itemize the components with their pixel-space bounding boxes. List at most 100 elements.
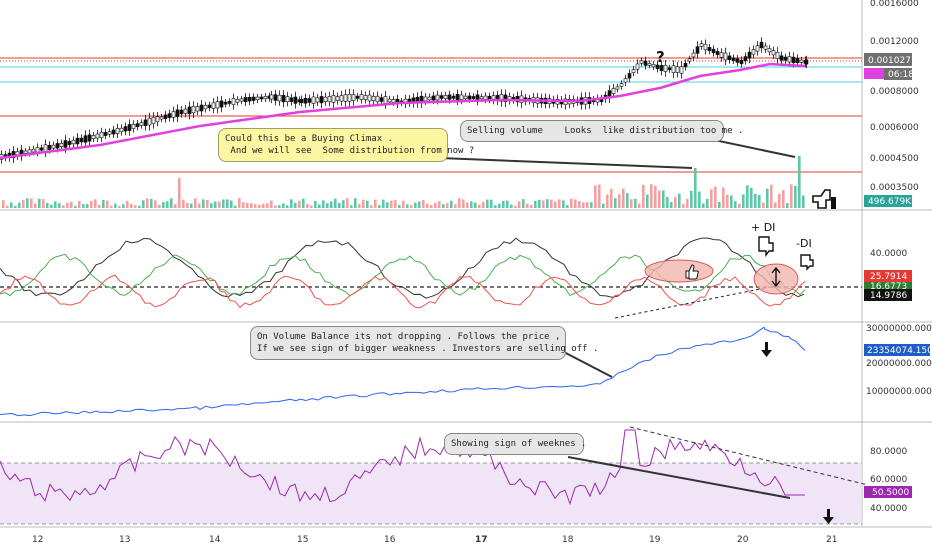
- candle[interactable]: [75, 137, 80, 145]
- volume-bar[interactable]: [82, 204, 85, 208]
- candle[interactable]: [447, 94, 452, 100]
- candle[interactable]: [87, 134, 92, 142]
- candle[interactable]: [187, 106, 192, 115]
- volume-bar[interactable]: [138, 205, 141, 208]
- candle[interactable]: [435, 94, 440, 101]
- volume-bar[interactable]: [410, 205, 413, 208]
- candle[interactable]: [143, 119, 148, 127]
- volume-bar[interactable]: [354, 198, 357, 208]
- candle[interactable]: [127, 124, 132, 131]
- volume-bar[interactable]: [506, 200, 509, 208]
- candle[interactable]: [167, 113, 172, 118]
- volume-bar[interactable]: [150, 198, 153, 208]
- volume-bar[interactable]: [358, 203, 361, 208]
- candle[interactable]: [679, 66, 684, 74]
- volume-bar[interactable]: [90, 200, 93, 208]
- volume-bar[interactable]: [154, 200, 157, 208]
- candle[interactable]: [655, 64, 660, 69]
- adx-line[interactable]: [0, 237, 805, 299]
- volume-bar[interactable]: [314, 200, 317, 208]
- volume-bar[interactable]: [346, 198, 349, 208]
- candle[interactable]: [775, 51, 780, 59]
- candle[interactable]: [111, 129, 116, 135]
- volume-bar[interactable]: [182, 199, 185, 208]
- volume-bar[interactable]: [802, 195, 805, 208]
- candle[interactable]: [195, 106, 200, 112]
- volume-bar[interactable]: [466, 202, 469, 208]
- candle[interactable]: [804, 59, 809, 65]
- candle[interactable]: [203, 105, 208, 110]
- volume-bar[interactable]: [414, 202, 417, 208]
- candle[interactable]: [289, 97, 294, 102]
- volume-bar[interactable]: [590, 202, 593, 208]
- candle[interactable]: [171, 111, 176, 118]
- volume-bar[interactable]: [166, 201, 169, 208]
- candle[interactable]: [99, 132, 104, 138]
- candle[interactable]: [367, 94, 372, 102]
- candle[interactable]: [479, 96, 484, 100]
- volume-bar[interactable]: [658, 190, 661, 208]
- volume-bar[interactable]: [730, 195, 733, 208]
- volume-bar[interactable]: [474, 202, 477, 208]
- candle[interactable]: [683, 62, 688, 68]
- candle[interactable]: [95, 133, 100, 139]
- volume-bar[interactable]: [390, 200, 393, 208]
- candle[interactable]: [503, 94, 508, 102]
- candle[interactable]: [293, 96, 298, 104]
- volume-bar[interactable]: [326, 203, 329, 208]
- candle[interactable]: [183, 108, 188, 114]
- candle[interactable]: [323, 96, 328, 102]
- candle[interactable]: [795, 58, 800, 63]
- volume-bar[interactable]: [234, 205, 237, 208]
- volume-bar[interactable]: [250, 203, 253, 208]
- volume-bar[interactable]: [210, 203, 213, 208]
- volume-bar[interactable]: [106, 200, 109, 208]
- candle[interactable]: [285, 96, 290, 103]
- candle[interactable]: [327, 96, 332, 103]
- volume-bar[interactable]: [278, 205, 281, 208]
- candle[interactable]: [35, 147, 40, 153]
- volume-bar[interactable]: [538, 199, 541, 208]
- candle[interactable]: [119, 127, 124, 133]
- candle[interactable]: [79, 137, 84, 143]
- candle[interactable]: [443, 95, 448, 99]
- volume-bar[interactable]: [470, 201, 473, 208]
- candle[interactable]: [747, 51, 752, 59]
- volume-bar[interactable]: [70, 201, 73, 208]
- candle[interactable]: [135, 123, 140, 128]
- candle[interactable]: [499, 94, 504, 102]
- volume-bar[interactable]: [670, 201, 673, 208]
- volume-bar[interactable]: [650, 184, 653, 208]
- volume-bar[interactable]: [486, 199, 489, 208]
- candle[interactable]: [631, 69, 636, 74]
- volume-bar[interactable]: [298, 200, 301, 208]
- volume-bar[interactable]: [170, 198, 173, 208]
- volume-bar[interactable]: [162, 201, 165, 208]
- volume-bar[interactable]: [398, 204, 401, 208]
- volume-bar[interactable]: [214, 201, 217, 208]
- volume-bar[interactable]: [706, 198, 709, 208]
- volume-bar[interactable]: [50, 204, 53, 208]
- candle[interactable]: [103, 132, 108, 136]
- volume-bar[interactable]: [646, 194, 649, 208]
- volume-bar[interactable]: [566, 205, 569, 208]
- candle[interactable]: [163, 114, 168, 119]
- candle[interactable]: [247, 97, 252, 102]
- candle[interactable]: [423, 96, 428, 102]
- volume-bar[interactable]: [462, 199, 465, 208]
- volume-bar[interactable]: [790, 184, 793, 208]
- volume-bar[interactable]: [666, 197, 669, 208]
- volume-bar[interactable]: [10, 202, 13, 208]
- volume-bar[interactable]: [750, 187, 753, 208]
- volume-bar[interactable]: [702, 203, 705, 208]
- volume-bar[interactable]: [630, 199, 633, 208]
- volume-bar[interactable]: [382, 199, 385, 208]
- volume-bar[interactable]: [530, 204, 533, 208]
- candle[interactable]: [735, 58, 740, 63]
- volume-bar[interactable]: [270, 200, 273, 208]
- candle[interactable]: [83, 135, 88, 143]
- volume-bar[interactable]: [30, 198, 33, 208]
- candle[interactable]: [379, 97, 384, 102]
- candle[interactable]: [703, 43, 708, 51]
